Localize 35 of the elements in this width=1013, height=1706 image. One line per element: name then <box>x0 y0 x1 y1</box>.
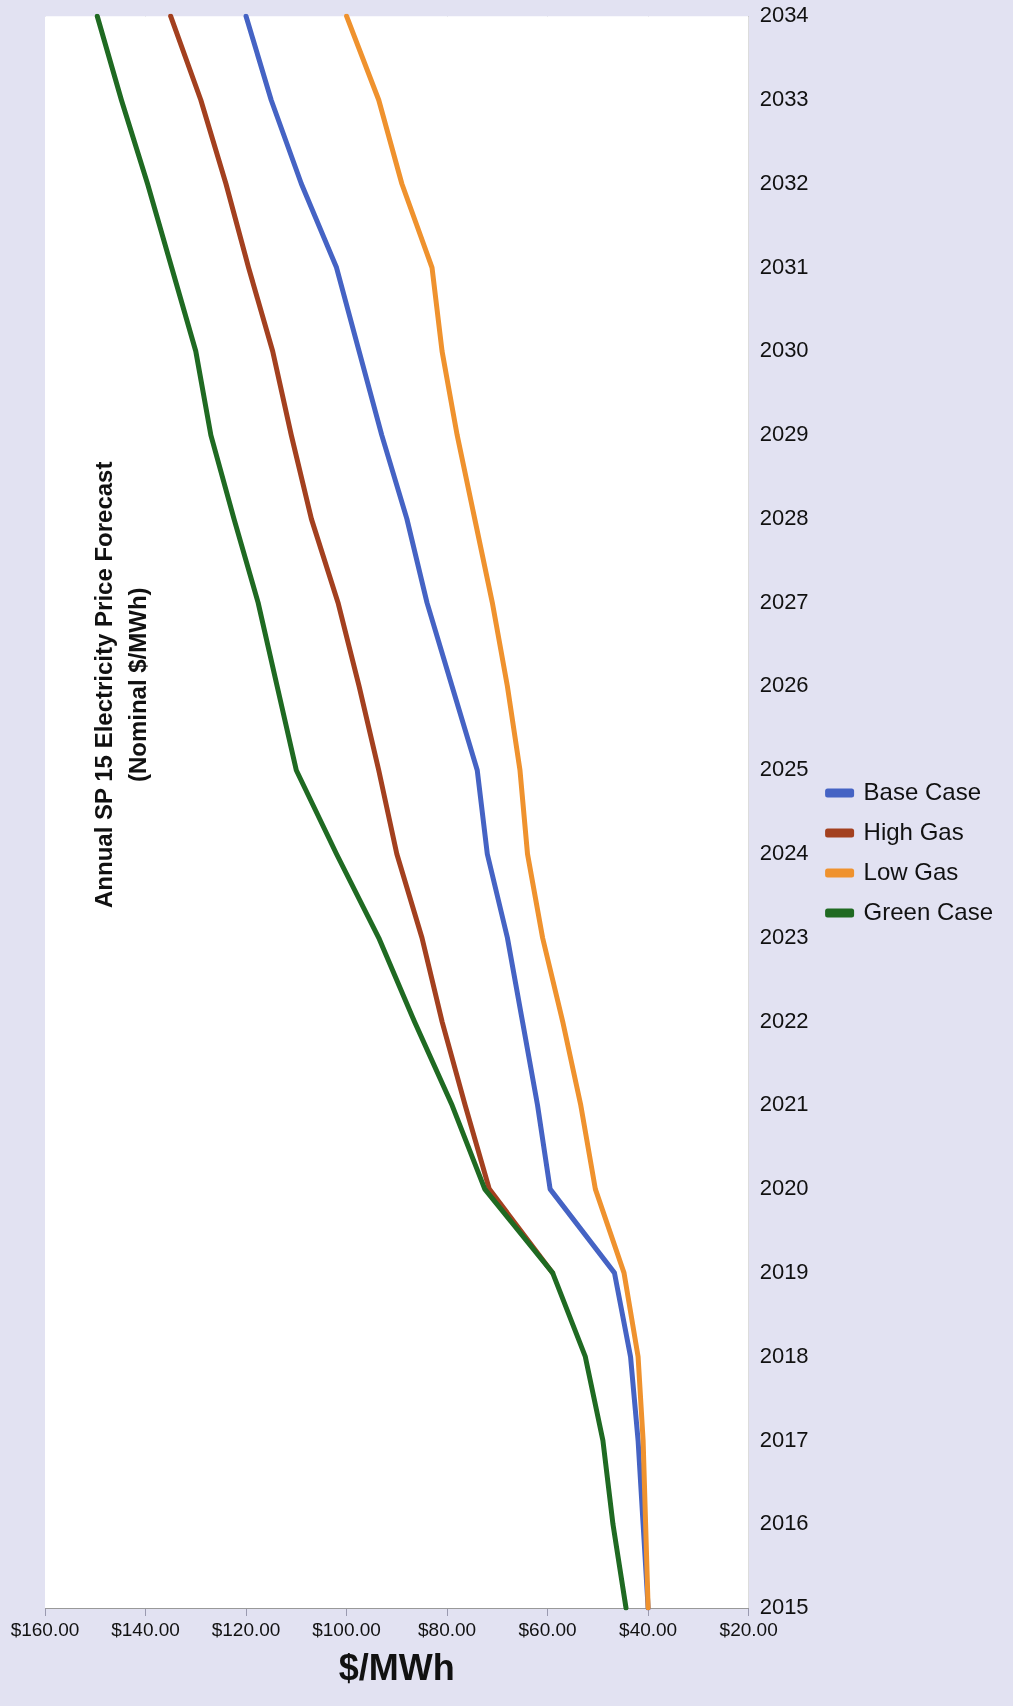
x-tick-label: $60.00 <box>518 1618 577 1640</box>
legend-label: High Gas <box>863 817 964 845</box>
legend-label: Base Case <box>863 777 982 805</box>
y-tick-label: 2023 <box>759 923 809 949</box>
y-tick-label: 2019 <box>759 1258 809 1284</box>
y-tick-label: 2018 <box>759 1342 809 1368</box>
y-tick-label: 2033 <box>759 86 809 112</box>
text: Annual SP 15 Electricity Price Forecast <box>89 461 117 908</box>
y-tick-label: 2034 <box>759 2 809 28</box>
x-tick-label: $100.00 <box>312 1618 381 1640</box>
y-tick-label: 2017 <box>759 1426 809 1452</box>
y-tick-label: 2021 <box>759 1091 809 1117</box>
x-tick-label: $160.00 <box>10 1618 80 1640</box>
x-tick-label: $80.00 <box>418 1618 477 1640</box>
y-tick-label: 2028 <box>759 504 809 530</box>
y-tick-label: 2025 <box>759 756 809 782</box>
y-tick-label: 2026 <box>759 672 809 698</box>
x-tick-label: $20.00 <box>719 1618 778 1640</box>
text: (Nominal $/MWh) <box>123 587 151 783</box>
legend-label: Green Case <box>863 897 994 925</box>
y-tick-label: 2027 <box>759 588 809 614</box>
x-axis-title: $/MWh <box>338 1647 455 1689</box>
y-tick-label: 2016 <box>759 1510 809 1536</box>
y-tick-label: 2031 <box>759 253 809 279</box>
x-tick-label: $120.00 <box>211 1618 281 1640</box>
y-tick-label: 2022 <box>759 1007 809 1033</box>
y-tick-label: 2024 <box>759 840 809 866</box>
y-tick-label: 2032 <box>759 169 809 195</box>
y-tick-label: 2015 <box>759 1594 809 1620</box>
x-tick-label: $40.00 <box>619 1618 678 1640</box>
legend-label: Low Gas <box>863 857 959 885</box>
y-tick-label: 2029 <box>759 421 809 447</box>
x-tick-label: $140.00 <box>111 1618 180 1640</box>
y-tick-label: 2030 <box>759 337 809 363</box>
y-tick-label: 2020 <box>759 1175 809 1201</box>
